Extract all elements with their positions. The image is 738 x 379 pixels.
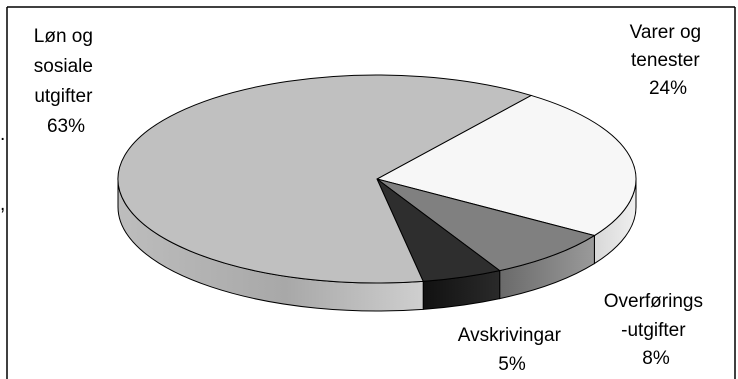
label-varer-value: 24%: [649, 78, 687, 99]
label-varer-line2: tenester: [631, 50, 700, 71]
label-avskrivingar-line1: Avskrivingar: [458, 325, 562, 346]
label-lon-line2: sosiale: [34, 56, 93, 77]
label-overforings-line2: -utgifter: [621, 320, 686, 341]
label-lon-value: 63%: [47, 116, 85, 137]
label-avskrivingar: Avskrivingar 5%: [458, 325, 566, 375]
label-overforings: Overførings -utgifter 8%: [604, 291, 709, 369]
pie-slices: [117, 74, 637, 312]
pie-slice-lon-sosiale: [117, 74, 533, 284]
label-overforings-line1: Overførings: [604, 291, 703, 312]
pie-slice-varer-tenester: [375, 94, 637, 237]
pie-slice-overforings: [376, 178, 596, 272]
label-overforings-value: 8%: [642, 348, 670, 369]
label-varer-tenester: Varer og tenester 24%: [630, 22, 707, 99]
label-lon-line1: Løn og: [34, 26, 93, 47]
label-lon-sosiale: Løn og sosiale utgifter 63%: [34, 26, 98, 137]
edge-mark-period: .: [0, 124, 5, 145]
label-varer-line1: Varer og: [630, 22, 701, 43]
label-lon-line3: utgifter: [34, 86, 93, 107]
label-avskrivingar-value: 5%: [498, 354, 526, 375]
edge-mark-comma: ,: [0, 194, 5, 215]
